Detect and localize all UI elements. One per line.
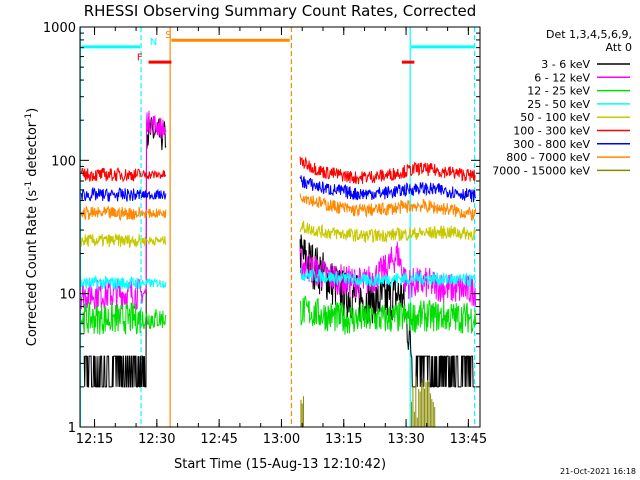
series-line-seg1 [83, 355, 142, 388]
y-tick-label: 1 [68, 421, 76, 436]
legend-entry-label: 25 - 50 keV [527, 98, 590, 111]
y-tick-label: 10 [59, 288, 76, 303]
footer-date: 21-Oct-2021 16:18 [560, 467, 636, 476]
series-line-seg1 [80, 167, 142, 183]
legend-entry-label: 7000 - 15000 keV [492, 164, 590, 177]
x-axis-label: Start Time (15-Aug-13 12:10:42) [174, 457, 386, 472]
legend-entry-label: 6 - 12 keV [534, 71, 590, 84]
chart-title: RHESSI Observing Summary Count Rates, Co… [84, 2, 477, 20]
flag-label: N [150, 37, 157, 48]
legend-header-line-1: Det 1,3,4,5,6,9, [546, 28, 632, 41]
flag-label: S [165, 30, 171, 41]
series-line-seg1b [141, 169, 167, 180]
x-tick-label: 13:45 [450, 432, 487, 447]
plot-frame [79, 26, 481, 428]
legend-entry-label: 300 - 800 keV [513, 138, 590, 151]
series-line-seg1 [80, 301, 142, 335]
x-tick-label: 13:30 [387, 432, 424, 447]
series-line-seg1b [141, 188, 167, 200]
series-line-seg2 [299, 193, 477, 222]
series-line-seg1 [80, 274, 142, 291]
series-line-seg1b [141, 117, 167, 388]
legend-entry-label: 12 - 25 keV [527, 85, 590, 98]
legend-header-line-2: Att 0 [606, 41, 632, 54]
y-axis-label: Corrected Count Rate (s-1 detector-1) [24, 108, 40, 346]
series-line-seg1 [80, 186, 142, 202]
axis-ticks: 12:15 12:30 12:45 13:00 13:15 13:30 13:45 1 10 10… [43, 21, 487, 447]
legend-entry-label: 800 - 7000 keV [506, 151, 590, 164]
legend-entry-label: 50 - 100 keV [520, 111, 590, 124]
data-layer: NF S [79, 27, 477, 427]
series-line-seg1 [80, 232, 142, 249]
series-line-seg2 [299, 156, 476, 184]
y-tick-label: 100 [51, 154, 76, 169]
series-line-seg1b [141, 235, 167, 247]
series-line-seg1b [141, 278, 167, 289]
x-tick-label: 13:00 [263, 432, 300, 447]
series-line-seg2 [299, 175, 477, 203]
series-line-seg2 [299, 267, 477, 288]
series-line-seg1b [141, 208, 167, 219]
legend-entry-label: 3 - 6 keV [541, 58, 590, 71]
x-tick-label: 12:30 [138, 432, 175, 447]
x-tick-label: 12:45 [200, 432, 237, 447]
legend-entry-label: 100 - 300 keV [513, 125, 590, 138]
series-line-seg1b [141, 110, 167, 304]
flag-label: F [137, 53, 143, 64]
y-tick-label: 1000 [43, 21, 76, 36]
series-line-seg2 [299, 295, 477, 335]
x-tick-label: 13:15 [325, 432, 362, 447]
series-line-seg1 [80, 204, 142, 222]
series-line-seg2 [299, 220, 477, 243]
series-line-seg1b [141, 308, 167, 330]
x-tick-label: 12:15 [76, 432, 113, 447]
